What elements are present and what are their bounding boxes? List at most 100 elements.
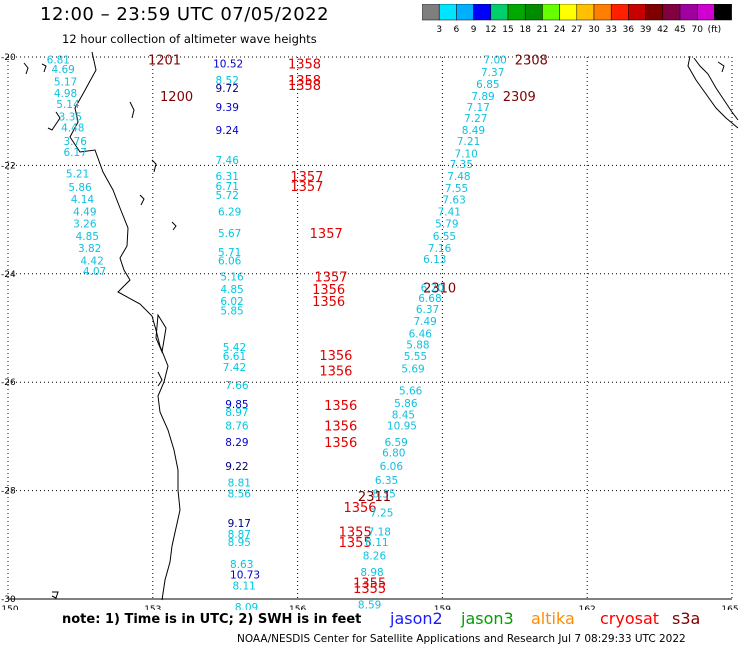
colorbar-label: (ft) [708, 25, 722, 35]
wave-height-value: 6.06 [380, 461, 404, 473]
wave-height-value: 7.25 [370, 507, 393, 519]
wave-height-value: 7.49 [413, 316, 436, 328]
wave-height-value: 6.17 [64, 147, 87, 159]
australia-coastline [69, 51, 181, 601]
wave-height-value: 4.48 [61, 122, 84, 134]
wave-height-map: 150 153 156 159 162 165 -20 -22 -24 -26 -28 -30 6.8… [1, 51, 739, 610]
new-caledonia-coastline [693, 57, 739, 121]
wave-height-value: 4.49 [73, 206, 96, 218]
wave-height-value: 6.59 [384, 437, 407, 449]
wave-height-value: 9.72 [216, 83, 239, 95]
new-caledonia-coastline-south [687, 55, 739, 129]
wave-height-value: 4.85 [220, 284, 243, 296]
time-label: 1357 [310, 227, 343, 242]
lord-howe-island [51, 591, 59, 599]
wave-height-value: 7.37 [481, 67, 504, 79]
time-label: 1356 [312, 283, 345, 298]
wave-height-value: 3.82 [78, 243, 101, 255]
time-label: 1355 [353, 577, 386, 592]
colorbar-label: 30 [588, 25, 600, 35]
wave-height-value: 8.26 [363, 551, 387, 563]
coastline [23, 51, 739, 601]
wave-height-value: 8.87 [228, 529, 251, 541]
island-hinchinbrook [23, 62, 29, 75]
wave-height-value: 5.79 [435, 218, 458, 230]
time-label: 1355 [353, 582, 386, 597]
wave-height-value: 5.88 [406, 339, 429, 351]
wave-height-value: 5.67 [218, 228, 241, 240]
colorbar-swatch [714, 4, 732, 21]
wave-height-value: 6.85 [476, 79, 499, 91]
wave-height-value: 7.10 [454, 148, 477, 160]
wave-height-value: 8.56 [228, 488, 252, 500]
colorbar-label: 15 [502, 25, 513, 35]
island-loyalty [717, 61, 725, 73]
island-moreton [157, 371, 163, 387]
wave-height-value: 4.85 [76, 231, 99, 243]
time-label: 1356 [312, 295, 345, 310]
wave-height-value: 5.86 [68, 182, 92, 194]
wave-height-value: 7.17 [467, 102, 490, 114]
coast-detail [47, 111, 61, 131]
wave-height-value: 7.18 [368, 526, 391, 538]
wave-height-value: 8.29 [225, 437, 248, 449]
time-label: 1355 [339, 536, 372, 551]
island-whitsunday [41, 63, 47, 73]
wave-height-value: 9.39 [216, 102, 239, 114]
wave-height-value: 5.66 [399, 385, 423, 397]
wave-height-value: 6.46 [409, 328, 433, 340]
wave-height-value: 8.11 [232, 580, 255, 592]
wave-height-value: 5.72 [216, 190, 239, 202]
wave-height-value: 6.06 [218, 255, 242, 267]
wave-height-value: 7.89 [471, 91, 494, 103]
wave-height-value: 7.55 [445, 183, 468, 195]
wave-height-value: 4.14 [71, 194, 95, 206]
wave-height-value: 5.17 [54, 76, 77, 88]
wave-height-value: 4.42 [80, 255, 103, 267]
wave-height-value: 8.52 [216, 75, 239, 87]
wave-height-value: 4.07 [83, 266, 106, 278]
time-label: 1357 [290, 180, 323, 195]
latitude-tick-label: -22 [1, 161, 16, 171]
island-curtis [151, 159, 157, 173]
colorbar-label: 36 [623, 25, 635, 35]
island-keppel [171, 221, 177, 231]
wave-height-value: 4.69 [51, 64, 74, 76]
wave-height-value: 7.16 [428, 243, 452, 255]
longitude-tick-label: 159 [434, 605, 451, 610]
wave-height-value: 8.97 [225, 407, 248, 419]
time-label: 1356 [319, 349, 352, 364]
wave-height-value: 7.42 [223, 362, 246, 374]
wave-height-value: 10.52 [213, 59, 243, 71]
longitude-tick-label: 156 [289, 605, 306, 610]
wave-height-value: 8.63 [230, 559, 253, 571]
wave-height-value: 9.22 [225, 461, 248, 473]
time-label: 1358 [288, 74, 321, 89]
wave-height-value: 3.35 [59, 112, 82, 124]
wave-height-value: 6.68 [418, 293, 441, 305]
wave-height-value: 5.85 [220, 306, 243, 318]
wave-height-value: 6.20 [421, 282, 444, 294]
latitude-tick-label: -26 [1, 378, 16, 388]
time-label: 1200 [160, 90, 193, 105]
wave-height-value: 5.42 [223, 342, 246, 354]
satellite-legend-jason3: jason3 [461, 609, 514, 628]
colorbar-label: 12 [485, 25, 496, 35]
longitude-tick-label: 165 [721, 605, 738, 610]
wave-height-value: 6.55 [433, 231, 456, 243]
color-scale-legend: 3 6 9 12 15 18 21 24 27 30 33 36 39 42 45 70 (ft) [422, 4, 732, 35]
wave-height-value: 8.98 [360, 567, 383, 579]
wave-height-value: 7.48 [447, 171, 470, 183]
wave-height-value: 3.76 [64, 136, 88, 148]
island-percy [139, 194, 145, 206]
colorbar-label: 24 [554, 25, 566, 35]
wave-height-value: 6.81 [47, 55, 70, 67]
wave-height-value: 8.95 [228, 537, 251, 549]
wave-height-value: 7.63 [442, 195, 465, 207]
longitude-tick-label: 162 [579, 605, 596, 610]
wave-height-value: 5.14 [56, 99, 80, 111]
latitude-tick-label: -28 [1, 487, 16, 497]
wave-height-value: 9.24 [216, 125, 240, 137]
time-label: 1356 [324, 420, 357, 435]
time-label: 1358 [288, 79, 321, 94]
